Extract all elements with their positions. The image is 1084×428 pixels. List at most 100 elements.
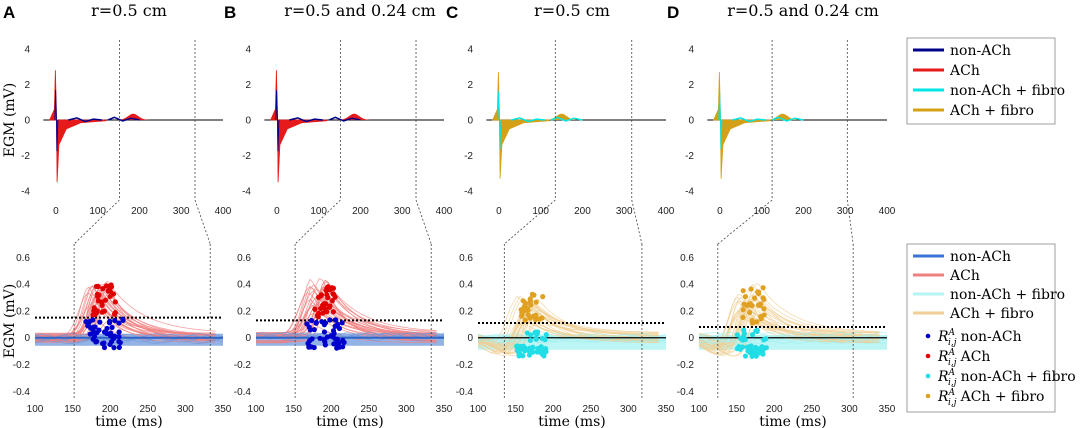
top-xtick-label: 0 bbox=[53, 206, 59, 217]
marker-nonach bbox=[87, 318, 93, 324]
panel-letter: C bbox=[446, 3, 458, 22]
ach-trace bbox=[698, 294, 880, 346]
bottom-xlabel: time (ms) bbox=[316, 414, 384, 428]
marker-nonach bbox=[734, 346, 740, 352]
marker-ach bbox=[540, 294, 546, 300]
legend-label: RA i,j ACh + fibro bbox=[937, 388, 1044, 408]
marker-ach bbox=[329, 298, 335, 304]
legend-label: non-ACh bbox=[950, 43, 1011, 59]
legend-label: non-ACh + fibro bbox=[950, 287, 1065, 303]
bottom-xtick-label: 100 bbox=[691, 404, 708, 415]
marker-nonach bbox=[90, 324, 96, 330]
bottom-xtick-label: 150 bbox=[64, 404, 81, 415]
legend-sup: A bbox=[948, 348, 956, 358]
legend-label: ACh + fibro bbox=[949, 103, 1034, 119]
marker-nonach bbox=[741, 330, 748, 337]
top-xtick-label: 0 bbox=[496, 206, 502, 217]
legend-marker bbox=[925, 353, 931, 359]
top-xtick-label: 100 bbox=[532, 206, 549, 217]
marker-ach bbox=[518, 313, 525, 319]
late-bump bbox=[763, 113, 802, 120]
bottom-ytick-label: 0.4 bbox=[16, 280, 30, 291]
top-ytick-label: 2 bbox=[467, 80, 473, 91]
marker-nonach bbox=[754, 327, 760, 333]
marker-nonach bbox=[334, 340, 340, 347]
nonach-trace bbox=[698, 337, 888, 344]
late-bump bbox=[114, 113, 152, 120]
top-ytick-label: 2 bbox=[24, 80, 30, 91]
marker-nonach bbox=[332, 317, 338, 323]
bottom-xtick-label: 150 bbox=[285, 404, 302, 415]
bottom-xlabel: time (ms) bbox=[95, 414, 163, 428]
marker-nonach bbox=[107, 333, 114, 339]
marker-nonach bbox=[304, 321, 310, 327]
ach-trace bbox=[256, 294, 437, 333]
legend-label: non-ACh bbox=[950, 249, 1011, 265]
marker-ach bbox=[757, 303, 763, 309]
bottom-xtick-label: 200 bbox=[766, 404, 783, 415]
marker-ach bbox=[749, 303, 755, 309]
top-plot: 0 100 200 300 400 -4 -2 0 2 4 bbox=[464, 40, 675, 217]
legend-label: non-ACh + fibro bbox=[950, 83, 1065, 99]
zoom-connector bbox=[73, 199, 120, 245]
legend-sup: A bbox=[948, 368, 956, 378]
marker-nonach bbox=[94, 338, 100, 345]
nonach-trace bbox=[477, 337, 667, 344]
bottom-ylabel: EGM (mV) bbox=[2, 284, 18, 359]
top-ytick-label: 4 bbox=[688, 44, 694, 55]
bottom-ytick-label: 0 bbox=[24, 333, 30, 344]
marker-ach bbox=[103, 283, 110, 289]
marker-nonach bbox=[533, 335, 539, 341]
marker-nonach bbox=[106, 320, 113, 326]
bottom-xtick-label: 300 bbox=[177, 404, 194, 415]
top-ytick-label: 2 bbox=[245, 80, 251, 91]
spike-envelope bbox=[49, 70, 107, 183]
legend-label: ACh + fibro bbox=[949, 306, 1034, 322]
top-plot: 0 100 200 300 400 -4 -2 0 2 4 bbox=[242, 40, 453, 217]
bottom-plot: 100 150 200 250 300 350 -0.4 -0.2 0 0.2 0.4 0.6 time… bbox=[234, 244, 453, 428]
top-ytick-label: 2 bbox=[688, 80, 694, 91]
bottom-xlabel: time (ms) bbox=[538, 414, 606, 428]
legend-symbol: R bbox=[937, 369, 949, 385]
marker-ach bbox=[533, 299, 539, 305]
ach-trace bbox=[256, 285, 437, 339]
spike-envelope bbox=[270, 70, 328, 183]
bottom-ytick-label: -0.4 bbox=[677, 387, 695, 398]
bottom-xtick-label: 150 bbox=[728, 404, 745, 415]
marker-ach bbox=[529, 291, 535, 297]
ach-trace bbox=[35, 292, 216, 337]
marker-ach bbox=[94, 309, 100, 316]
marker-nonach bbox=[514, 343, 520, 349]
marker-nonach bbox=[313, 319, 319, 326]
bottom-xtick-label: 300 bbox=[398, 404, 415, 415]
bottom-ytick-label: 0.6 bbox=[680, 253, 694, 264]
marker-ach bbox=[327, 303, 333, 309]
legend-label: ACh bbox=[949, 268, 980, 284]
marker-nonach bbox=[99, 340, 106, 347]
panel-title: r=0.5 cm bbox=[91, 1, 167, 20]
marker-nonach bbox=[530, 349, 536, 355]
top-xtick-label: 400 bbox=[436, 206, 453, 217]
marker-ach bbox=[740, 307, 746, 313]
top-ytick-label: -4 bbox=[685, 187, 694, 198]
nonach-trace bbox=[477, 336, 667, 343]
marker-ach bbox=[740, 314, 746, 321]
top-ytick-label: 4 bbox=[467, 44, 473, 55]
marker-ach bbox=[108, 282, 114, 288]
marker-ach bbox=[521, 307, 528, 314]
marker-nonach bbox=[534, 331, 540, 337]
marker-nonach bbox=[543, 332, 549, 338]
marker-nonach bbox=[85, 323, 92, 329]
marker-nonach bbox=[744, 344, 751, 350]
top-xtick-label: 300 bbox=[837, 206, 854, 217]
marker-nonach bbox=[308, 317, 315, 324]
bottom-ytick-label: 0.6 bbox=[16, 253, 30, 264]
zoom-connectors bbox=[73, 199, 854, 245]
top-plot: 0 100 200 300 400 -4 -2 0 2 4 EGM (mV) bbox=[2, 40, 232, 217]
marker-nonach bbox=[527, 337, 533, 344]
top-plot: 0 100 200 300 400 -4 -2 0 2 4 bbox=[685, 40, 896, 217]
legend-label: RA i,j non-ACh + fibro bbox=[937, 368, 1076, 388]
bottom-xtick-label: 300 bbox=[620, 404, 637, 415]
top-ytick-label: 0 bbox=[467, 116, 473, 127]
